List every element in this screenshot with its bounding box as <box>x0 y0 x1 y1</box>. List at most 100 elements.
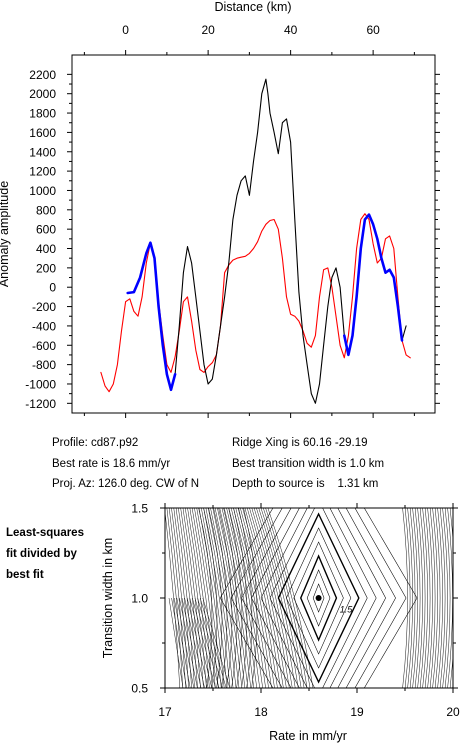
contour-line <box>260 508 305 688</box>
top-y-tick-label: -1200 <box>25 397 56 411</box>
contour-line <box>235 508 272 688</box>
contour-line <box>176 597 195 688</box>
top-chart-frame <box>71 54 436 414</box>
contour-line <box>192 597 216 688</box>
contour-lines <box>165 508 467 688</box>
bottom-ticks: 17 18 19 20 1.5 1.0 0.5 <box>131 502 460 720</box>
contour-line <box>449 508 453 688</box>
bottom-y-tick-label: 0.5 <box>131 682 148 696</box>
best-width-text: Best transition width is 1.0 km <box>232 458 385 470</box>
contour-line <box>208 508 223 688</box>
side-note: Least-squares fit divided by best fit <box>6 523 84 586</box>
contour-ring <box>269 508 368 688</box>
contour-line <box>198 508 213 688</box>
top-y-tick-label: 600 <box>36 223 56 237</box>
best-fit-point <box>315 595 322 601</box>
bottom-y-tick-label: 1.0 <box>131 592 148 606</box>
contour-line <box>207 508 237 688</box>
top-y-tick-label: -200 <box>32 300 56 314</box>
contour-line <box>189 508 213 688</box>
contour-line <box>217 508 249 688</box>
contour-line <box>249 508 290 688</box>
top-x-tick-label: 60 <box>366 23 380 37</box>
model-anomaly-line <box>100 213 411 393</box>
bottom-x-tick-label: 19 <box>350 705 364 719</box>
contour-line <box>205 508 234 688</box>
top-x-ticks: 0 20 40 60 <box>83 23 415 418</box>
contour-ring <box>312 583 325 613</box>
top-x-tick-label: 20 <box>201 23 215 37</box>
bottom-x-tick-label: 18 <box>254 705 268 719</box>
top-x-tick-label: 0 <box>122 23 129 37</box>
contour-line <box>409 508 416 688</box>
top-y-tick-label: -400 <box>32 319 56 333</box>
bottom-x-tick-label: 20 <box>446 705 460 719</box>
contour-line <box>417 508 423 688</box>
contour-line <box>178 508 198 688</box>
bottom-y-axis-label: Transition width in km <box>101 538 115 658</box>
top-y-axis-label: Anomaly amplitude <box>0 181 11 287</box>
top-y-tick-label: 800 <box>36 203 56 217</box>
contour-line <box>237 508 275 688</box>
contour-line <box>263 508 308 688</box>
contour-line <box>424 508 431 688</box>
contour-line <box>184 597 205 688</box>
top-chart: Distance (km) Anomaly amplitude 0 20 40 60 … <box>0 0 440 418</box>
contour-line <box>434 508 441 688</box>
contour-ring <box>230 508 407 688</box>
bottom-chart: 17 18 19 20 1.5 1.0 0.5 Rate in mm/yr Transiti… <box>101 502 467 744</box>
top-y-tick-label: 1400 <box>29 145 56 159</box>
contour-line <box>247 508 287 688</box>
contour-line <box>168 597 184 688</box>
contour-line <box>228 508 263 688</box>
profile-text: Profile: cd87.p92 <box>52 437 139 449</box>
contour-line <box>460 508 465 688</box>
contour-ring <box>293 541 344 655</box>
top-y-tick-label: 200 <box>36 261 56 275</box>
contour-line <box>407 508 413 688</box>
side-note-line: Least-squares <box>6 527 84 539</box>
best-rate-text: Best rate is 18.6 mm/yr <box>52 458 171 470</box>
contour-line <box>404 508 411 688</box>
contour-line <box>224 508 257 688</box>
contour-ring <box>299 554 338 642</box>
contour-line <box>458 508 463 688</box>
top-y-tick-label: 400 <box>36 242 56 256</box>
contour-line <box>166 508 183 688</box>
contour-line <box>171 597 187 688</box>
contour-line <box>219 508 252 688</box>
top-series <box>100 78 411 404</box>
contour-line <box>180 508 201 688</box>
top-y-tick-label: 2000 <box>29 87 56 101</box>
contour-line <box>173 508 192 688</box>
contour-line <box>230 508 266 688</box>
contour-line <box>218 508 233 688</box>
contour-line <box>210 508 240 688</box>
contour-line <box>253 508 296 688</box>
contour-line <box>427 508 433 688</box>
contour-line <box>228 508 243 688</box>
contour-line <box>179 597 198 688</box>
contour-line <box>171 508 189 688</box>
contour-line <box>422 508 428 688</box>
contour-line <box>213 508 228 688</box>
contour-line <box>251 508 293 688</box>
contour-line <box>444 508 451 688</box>
contour-line <box>463 508 467 688</box>
contour-line <box>412 508 418 688</box>
contour-line <box>439 508 446 688</box>
contour-line <box>226 508 260 688</box>
contour-line <box>242 508 281 688</box>
contour-line <box>165 509 181 688</box>
top-y-tick-label: 1600 <box>29 126 56 140</box>
contour-line <box>414 508 421 688</box>
depth-text: Depth to source is 1.31 km <box>232 478 379 490</box>
contour-line <box>258 508 302 688</box>
contour-line <box>203 508 231 688</box>
fit-window-line <box>126 241 177 392</box>
bottom-x-tick-label: 17 <box>158 705 172 719</box>
top-y-tick-label: 1200 <box>29 165 56 179</box>
contour-line <box>238 508 253 688</box>
contour-line <box>194 508 219 688</box>
